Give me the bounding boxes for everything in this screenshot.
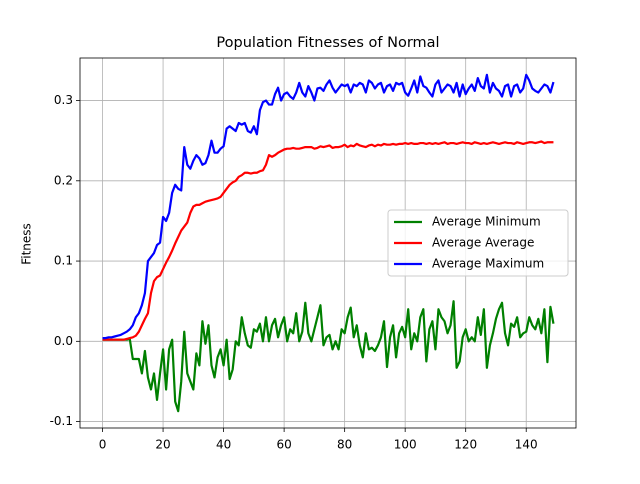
x-tick-label: 60 <box>276 438 291 452</box>
x-tick-label: 20 <box>155 438 170 452</box>
y-tick-label: 0.3 <box>54 93 73 107</box>
data-line <box>102 140 554 341</box>
legend-label: Average Average <box>432 236 534 250</box>
x-tick-label: 120 <box>454 438 477 452</box>
legend-box <box>387 209 569 277</box>
x-tick-label: 80 <box>337 438 352 452</box>
chart-title: Population Fitnesses of Normal <box>216 35 439 51</box>
x-tick-label: 0 <box>99 438 107 452</box>
data-line <box>102 73 555 340</box>
data-line <box>102 300 555 413</box>
y-tick-label: 0.1 <box>54 254 73 268</box>
x-tick-label: 40 <box>216 438 231 452</box>
y-tick-label: 0.2 <box>54 173 73 187</box>
y-tick-label: 0.0 <box>54 334 73 348</box>
x-tick-label: 140 <box>515 438 538 452</box>
legend-label: Average Maximum <box>432 257 544 271</box>
legend-label: Average Minimum <box>432 215 541 229</box>
y-axis-label: Fitness <box>20 223 34 265</box>
y-tick-label: -0.1 <box>50 414 73 428</box>
legend: Average Minimum Average Average Average Ma… <box>387 209 569 277</box>
x-tick-label: 100 <box>394 438 417 452</box>
plot-frame <box>79 57 577 429</box>
